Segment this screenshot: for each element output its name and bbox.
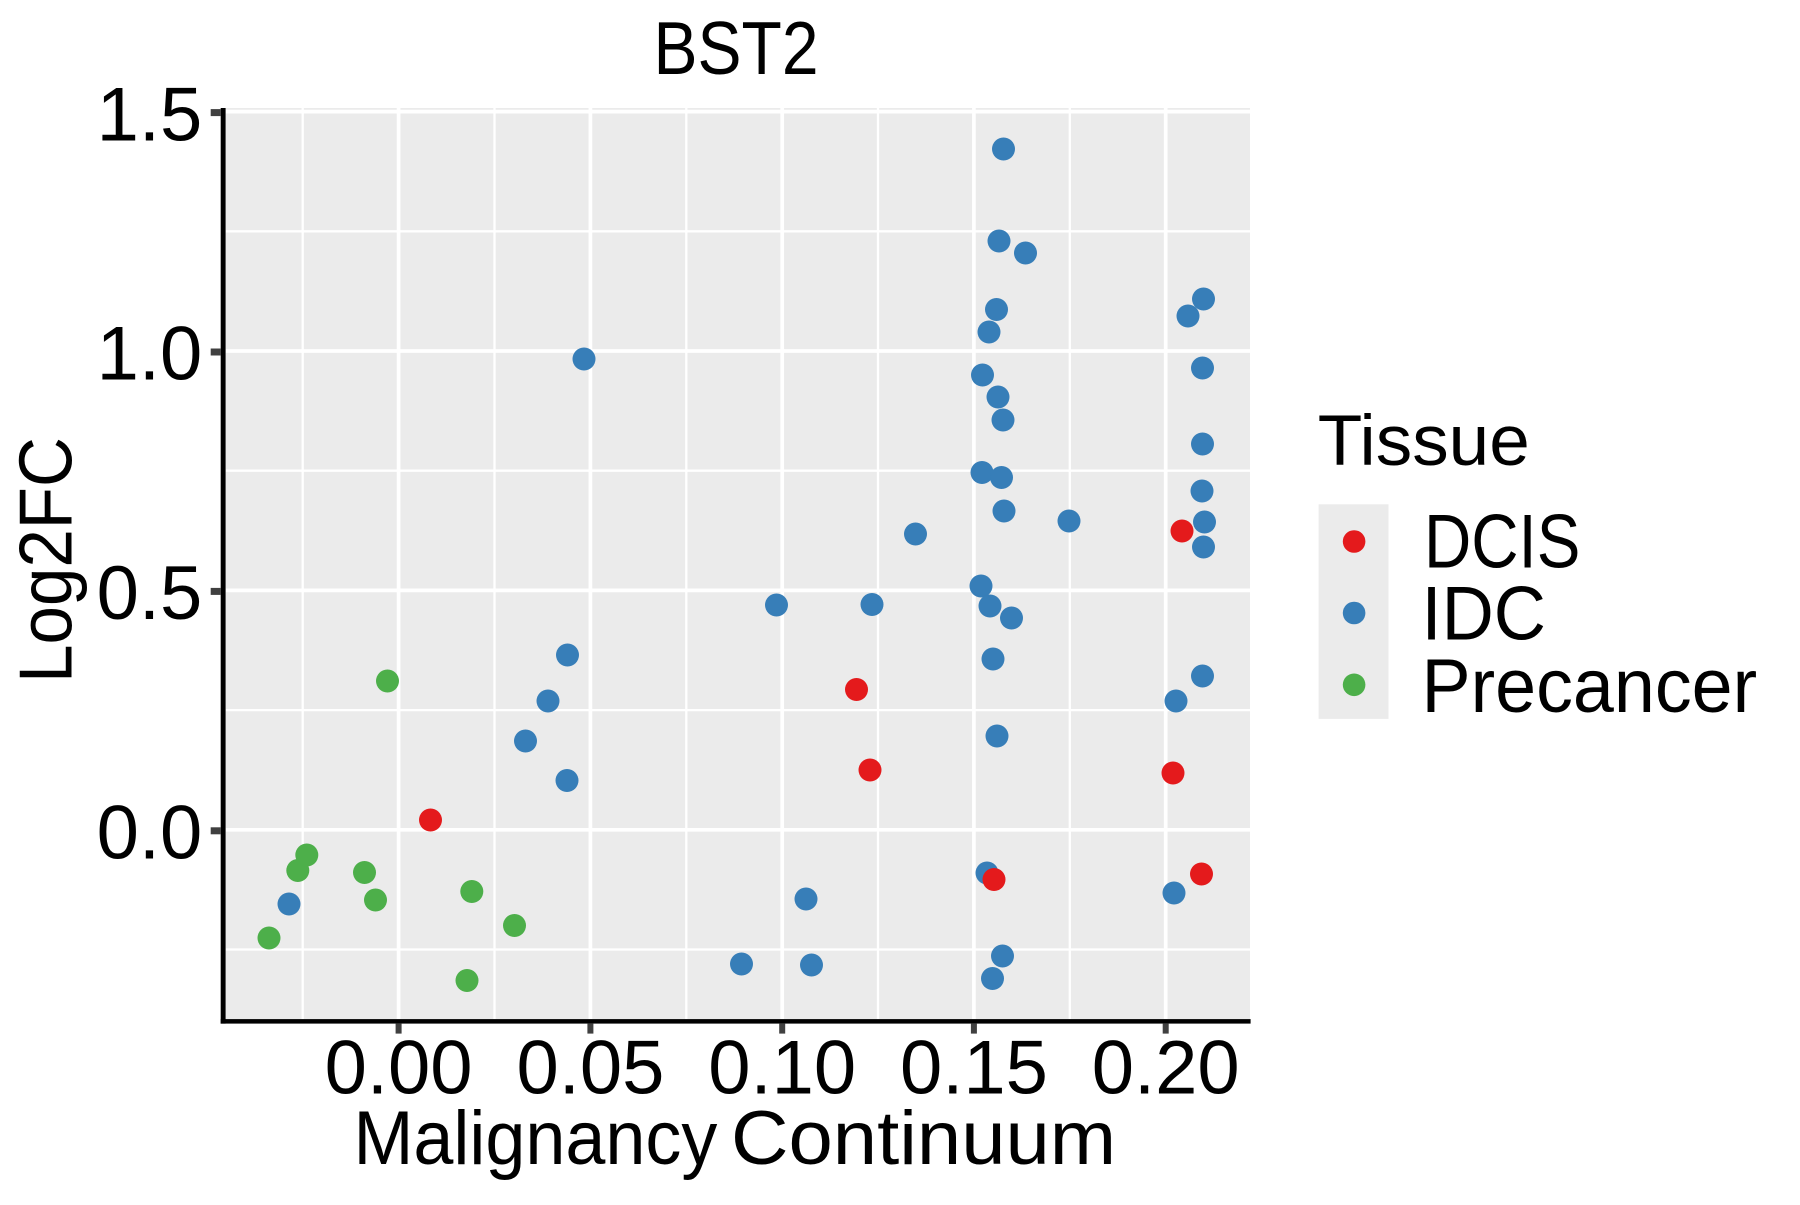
svg-text:Tissue: Tissue	[1318, 401, 1530, 480]
svg-text:BST2: BST2	[653, 6, 818, 90]
svg-text:IDC: IDC	[1422, 571, 1546, 656]
svg-text:Log2FC: Log2FC	[4, 437, 89, 683]
svg-text:Continuum: Continuum	[731, 1095, 1116, 1181]
svg-text:0.00: 0.00	[325, 1026, 473, 1111]
svg-text:0.05: 0.05	[516, 1026, 664, 1111]
svg-text:1.0: 1.0	[97, 312, 203, 397]
svg-text:0.15: 0.15	[900, 1026, 1048, 1111]
svg-text:DCIS: DCIS	[1424, 500, 1580, 585]
svg-text:0.10: 0.10	[708, 1026, 856, 1111]
svg-text:0.0: 0.0	[97, 791, 203, 876]
svg-text:0.5: 0.5	[97, 551, 203, 636]
svg-text:Precancer: Precancer	[1422, 643, 1758, 729]
svg-text:1.5: 1.5	[97, 72, 203, 157]
svg-text:Malignancy: Malignancy	[354, 1095, 718, 1180]
svg-text:0.20: 0.20	[1092, 1026, 1240, 1111]
